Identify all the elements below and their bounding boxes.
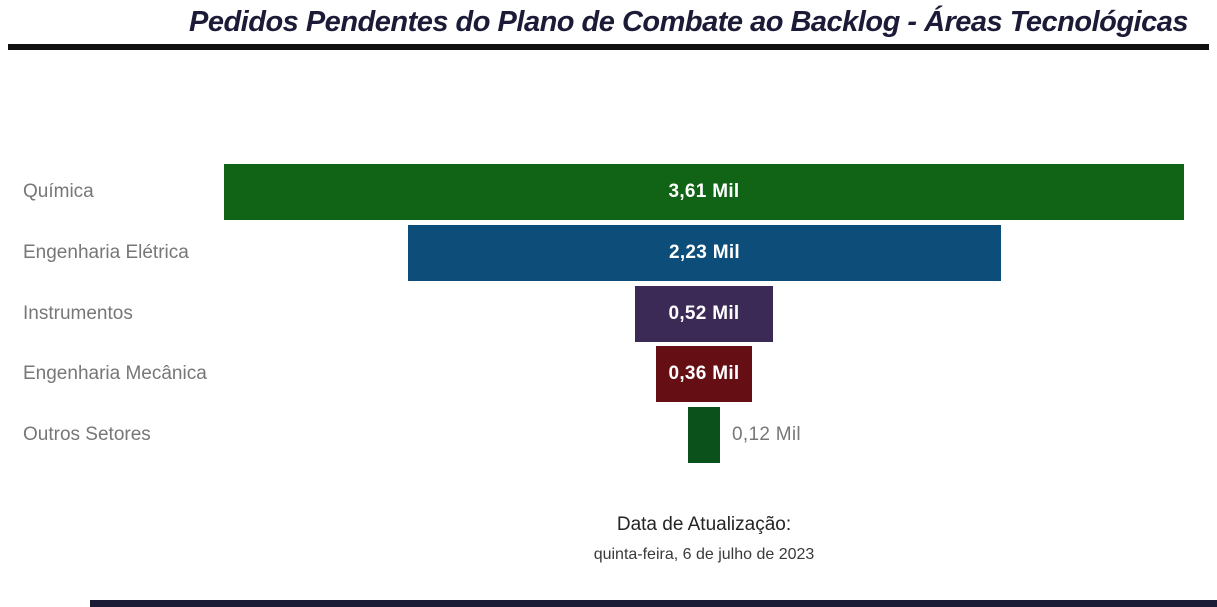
category-label: Engenharia Mecânica	[23, 363, 207, 384]
footer: Data de Atualização: quinta-feira, 6 de …	[404, 512, 1004, 565]
bottom-border-bar	[90, 600, 1217, 607]
category-label: Engenharia Elétrica	[23, 242, 189, 263]
funnel-bar[interactable]	[688, 407, 720, 463]
footer-update-date: quinta-feira, 6 de julho de 2023	[593, 546, 815, 563]
outside-value-label: 0,12 Mil	[732, 424, 801, 445]
bar-value-label: 0,52 Mil	[668, 303, 740, 324]
category-label: Instrumentos	[23, 303, 133, 324]
funnel-bar[interactable]: 3,61 Mil	[224, 164, 1184, 220]
title-underline	[8, 44, 1209, 50]
bar-value-label: 0,36 Mil	[668, 363, 740, 384]
bar-value-label: 3,61 Mil	[668, 181, 740, 202]
funnel-bar[interactable]: 2,23 Mil	[408, 225, 1001, 281]
category-label: Outros Setores	[23, 424, 151, 445]
footer-update-label: Data de Atualização:	[616, 514, 792, 535]
funnel-bar[interactable]: 0,36 Mil	[656, 346, 752, 402]
report-title: Pedidos Pendentes do Plano de Combate ao…	[188, 6, 1189, 38]
bar-value-label: 2,23 Mil	[668, 242, 741, 263]
category-label: Química	[23, 181, 94, 202]
funnel-bar[interactable]: 0,52 Mil	[635, 286, 773, 342]
